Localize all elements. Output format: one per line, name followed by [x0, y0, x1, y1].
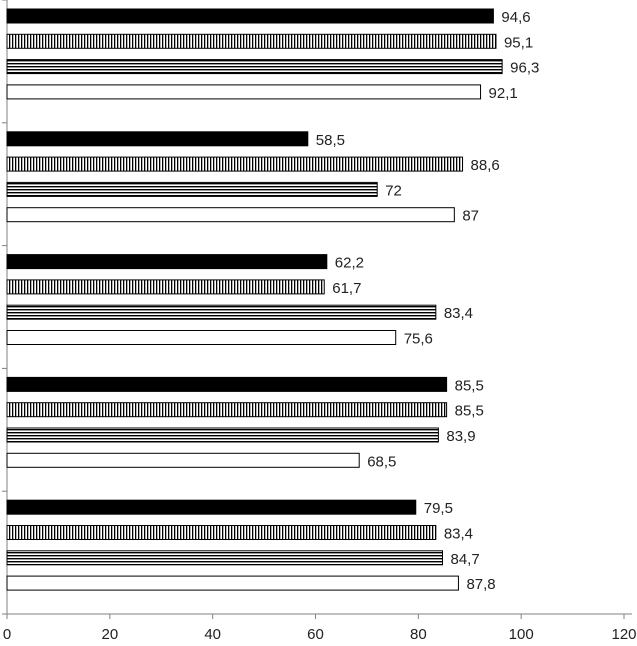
data-label: 96,3 — [510, 60, 539, 77]
bar — [6, 84, 482, 100]
bar — [6, 33, 497, 49]
data-label: 92,1 — [489, 85, 518, 102]
data-label: 87 — [462, 208, 479, 225]
data-label: 79,5 — [424, 500, 453, 517]
data-label: 83,9 — [446, 428, 475, 445]
bar — [6, 181, 378, 197]
bar — [6, 254, 328, 270]
x-tick-label: 100 — [509, 626, 534, 643]
x-tick-label: 60 — [307, 626, 324, 643]
data-label: 85,5 — [455, 377, 484, 394]
bar — [6, 499, 417, 515]
bar — [6, 207, 455, 223]
data-label: 83,4 — [444, 305, 473, 322]
bar — [6, 575, 459, 591]
bar — [6, 59, 503, 75]
bar — [6, 402, 448, 418]
x-tick-label: 80 — [410, 626, 427, 643]
data-label: 94,6 — [501, 9, 530, 26]
bar — [6, 330, 397, 345]
data-label: 95,1 — [504, 34, 533, 51]
bar — [6, 550, 443, 566]
bar — [6, 427, 439, 443]
bar — [6, 525, 437, 540]
x-tick-label: 20 — [101, 626, 118, 643]
bar — [6, 376, 448, 392]
data-label: 62,2 — [335, 255, 364, 272]
data-label: 87,8 — [466, 576, 495, 593]
data-label: 61,7 — [332, 280, 361, 297]
bar — [6, 156, 464, 172]
x-tick-label: 120 — [611, 626, 636, 643]
data-label: 88,6 — [471, 157, 500, 174]
x-tick-label: 0 — [3, 626, 11, 643]
data-label: 83,4 — [444, 526, 473, 543]
data-label: 84,7 — [450, 551, 479, 568]
data-label: 72 — [385, 182, 402, 199]
bars — [6, 8, 503, 591]
bar — [6, 452, 360, 468]
data-label: 58,5 — [316, 132, 345, 149]
data-labels: 94,6 95,1 96,3 92,1 58,5 88,6 72 87 62,2 61,7 83,4… — [316, 9, 540, 593]
data-label: 85,5 — [455, 403, 484, 420]
data-label: 75,6 — [404, 331, 433, 348]
bar — [6, 8, 494, 24]
bar — [6, 304, 437, 320]
bar — [6, 279, 325, 295]
bar — [6, 131, 309, 147]
data-label: 68,5 — [367, 453, 396, 470]
x-tick-label: 40 — [204, 626, 221, 643]
